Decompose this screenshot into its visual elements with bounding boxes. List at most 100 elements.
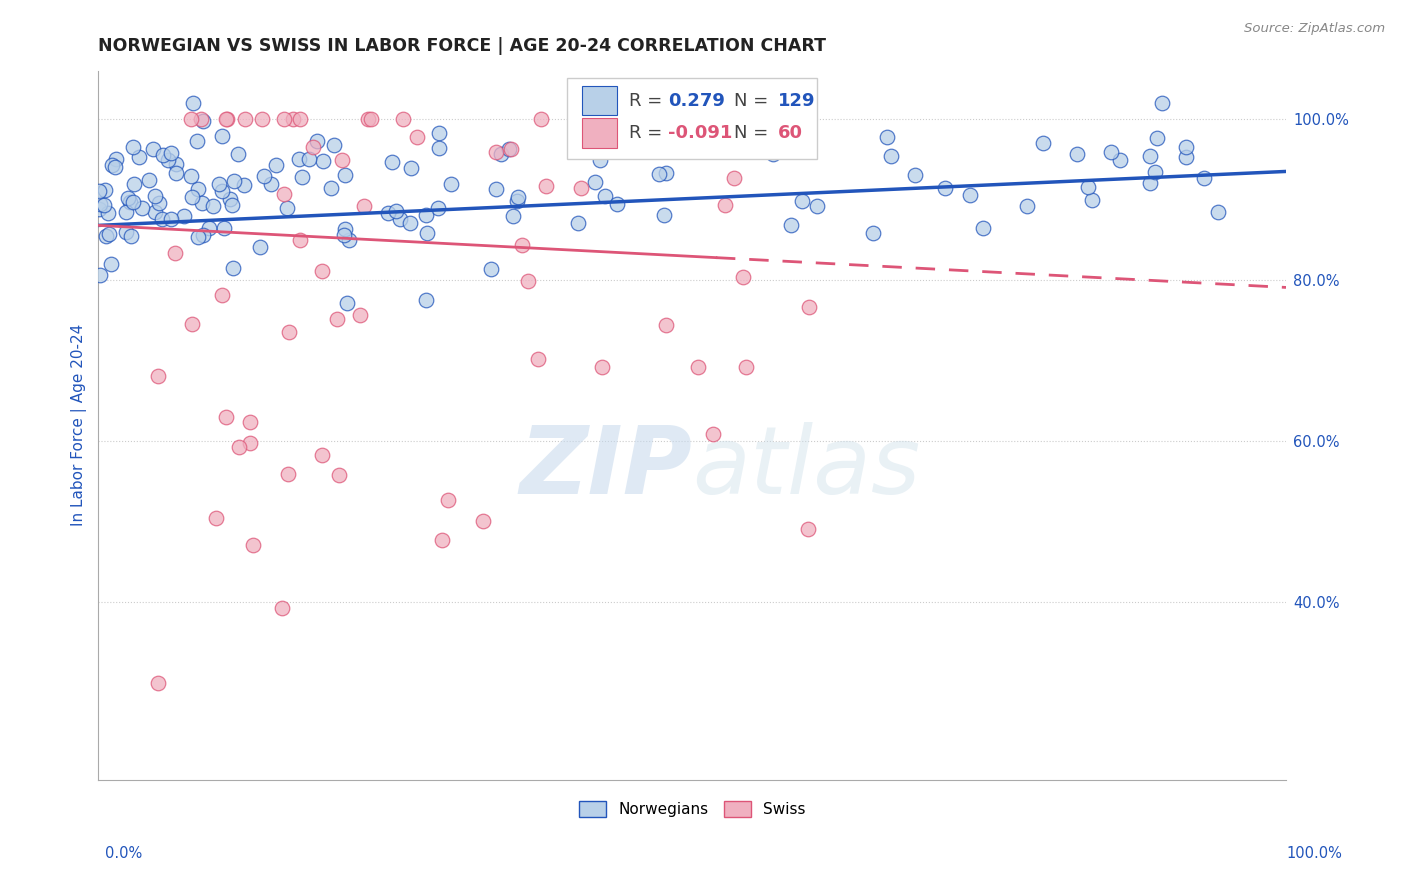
Point xyxy=(142,142,165,156)
Point xyxy=(87,184,110,198)
Point xyxy=(146,676,169,690)
Point xyxy=(517,274,540,288)
Point xyxy=(399,161,422,176)
Point xyxy=(959,188,981,202)
Point xyxy=(427,126,450,140)
Y-axis label: In Labor Force | Age 20-24: In Labor Force | Age 20-24 xyxy=(72,324,87,526)
Point xyxy=(187,230,209,244)
Point xyxy=(415,208,437,222)
Point xyxy=(1066,146,1088,161)
Point xyxy=(104,160,127,174)
Point xyxy=(211,128,233,143)
Point xyxy=(239,415,262,429)
Point xyxy=(735,359,758,374)
Point xyxy=(1192,171,1215,186)
Text: NORWEGIAN VS SWISS IN LABOR FORCE | AGE 20-24 CORRELATION CHART: NORWEGIAN VS SWISS IN LABOR FORCE | AGE … xyxy=(98,37,827,55)
Text: 129: 129 xyxy=(778,92,815,110)
Point xyxy=(117,191,139,205)
Point xyxy=(146,368,169,383)
Point xyxy=(437,493,460,508)
Point xyxy=(1206,205,1229,219)
Point xyxy=(291,169,314,184)
Point xyxy=(398,216,420,230)
Point xyxy=(278,326,301,340)
Point xyxy=(89,197,111,211)
Point xyxy=(89,202,111,216)
Point xyxy=(143,205,166,219)
Point xyxy=(152,147,174,161)
Point xyxy=(1174,150,1197,164)
Point xyxy=(122,140,145,154)
Point xyxy=(506,190,529,204)
Point xyxy=(797,522,820,536)
Point xyxy=(707,143,730,157)
Point xyxy=(283,112,305,126)
Point xyxy=(502,210,524,224)
Point xyxy=(222,174,245,188)
Point xyxy=(415,293,437,308)
Point xyxy=(211,184,233,198)
Point xyxy=(723,171,745,186)
Point xyxy=(489,147,512,161)
Point xyxy=(173,210,195,224)
Point xyxy=(190,112,212,126)
Point xyxy=(506,194,529,209)
FancyBboxPatch shape xyxy=(582,86,617,115)
Point xyxy=(157,153,180,168)
Legend: Norwegians, Swiss: Norwegians, Swiss xyxy=(571,793,814,825)
Point xyxy=(606,197,628,211)
Point xyxy=(260,177,283,191)
Point xyxy=(163,246,186,260)
Point xyxy=(479,262,502,277)
Point xyxy=(876,130,898,145)
Point xyxy=(215,410,238,425)
Point xyxy=(187,182,209,196)
Point xyxy=(567,216,589,230)
Point xyxy=(100,257,122,271)
Point xyxy=(439,177,461,191)
Text: ZIP: ZIP xyxy=(519,422,692,514)
Point xyxy=(273,112,295,126)
Point xyxy=(319,180,342,194)
Text: N =: N = xyxy=(734,124,768,142)
Point xyxy=(94,229,117,244)
Point xyxy=(655,318,678,332)
Point xyxy=(1146,131,1168,145)
Point xyxy=(311,264,333,278)
Point xyxy=(191,195,214,210)
Point xyxy=(159,212,181,227)
Point xyxy=(121,195,143,210)
Point xyxy=(406,130,429,145)
Text: 60: 60 xyxy=(778,124,803,142)
Point xyxy=(222,261,245,276)
Point xyxy=(1099,145,1122,159)
Point xyxy=(191,228,214,243)
Point xyxy=(239,435,262,450)
Point xyxy=(1109,153,1132,168)
Point xyxy=(1077,179,1099,194)
Point xyxy=(797,301,820,315)
Text: 100.0%: 100.0% xyxy=(1286,846,1343,861)
Point xyxy=(1081,193,1104,207)
Point xyxy=(583,175,606,189)
Point xyxy=(215,112,238,126)
Point xyxy=(208,177,231,191)
Point xyxy=(328,467,350,482)
Point xyxy=(645,112,668,126)
Point xyxy=(349,308,371,322)
Point xyxy=(654,166,676,180)
Text: N =: N = xyxy=(734,92,768,110)
Text: -0.091: -0.091 xyxy=(668,124,733,142)
Point xyxy=(714,198,737,212)
Point xyxy=(120,229,142,244)
Point xyxy=(276,201,298,215)
Point xyxy=(530,112,553,126)
Point xyxy=(219,192,242,206)
Point xyxy=(339,233,361,247)
Point xyxy=(150,211,173,226)
Point xyxy=(114,205,136,219)
Text: R =: R = xyxy=(630,92,662,110)
Point xyxy=(686,360,709,375)
Text: atlas: atlas xyxy=(692,422,921,513)
Text: 0.0%: 0.0% xyxy=(105,846,142,861)
